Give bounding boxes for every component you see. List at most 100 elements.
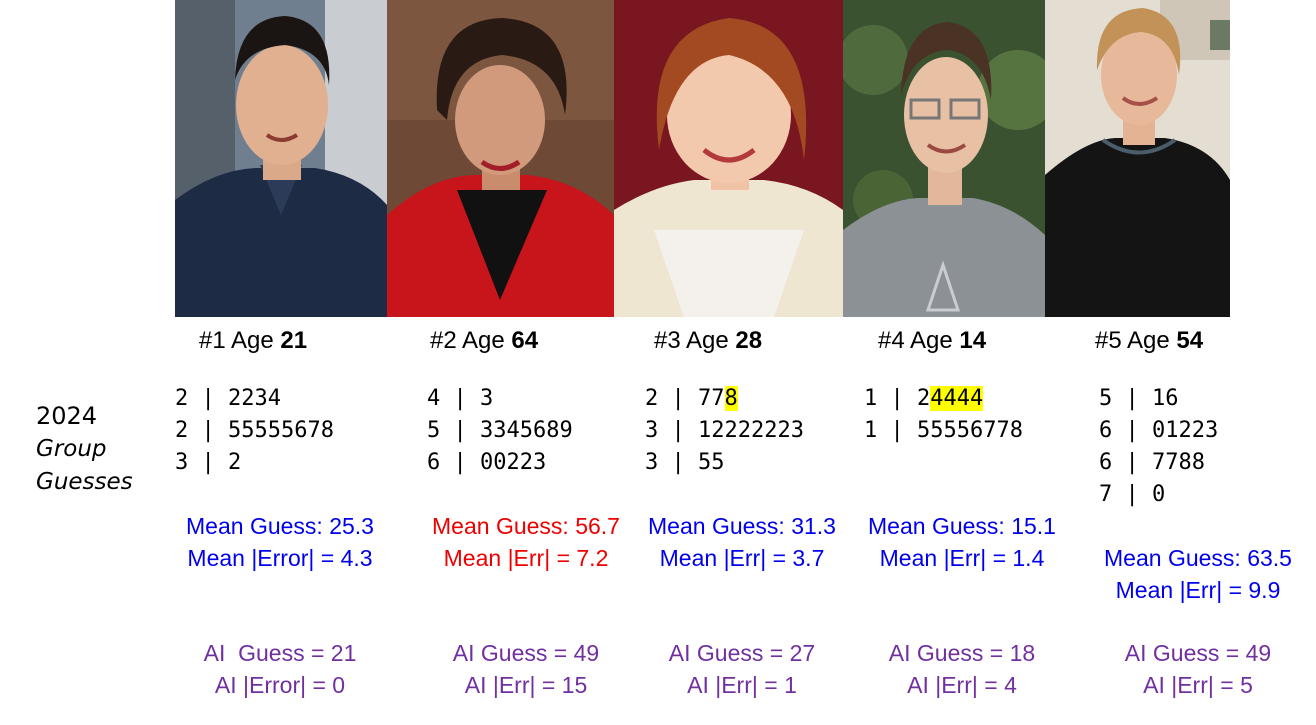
person-3-label: #3 Age 28 <box>654 327 762 355</box>
ai-error: AI |Err| = 15 <box>464 672 588 698</box>
stem-leaf-row: 3 | 12222223 <box>645 415 804 447</box>
leaf-values: 7788 <box>1152 450 1205 475</box>
group-guesses-label: 2024 Group Guesses <box>36 400 133 499</box>
stem-leaf-row: 4 | 3 <box>427 383 573 415</box>
photo-person-3 <box>614 0 843 317</box>
leaf-values: 3345689 <box>480 418 573 443</box>
photo-person-4 <box>843 0 1045 317</box>
group-stats-person-3: Mean Guess: 31.3 Mean |Err| = 3.7 <box>632 510 852 574</box>
stem-leaf-row: 1 | 55556778 <box>864 415 1023 447</box>
mean-error: Mean |Err| = 9.9 <box>1115 577 1281 603</box>
leaf-values: 2 <box>228 450 242 475</box>
leaf-values: 77 <box>698 386 725 411</box>
stem-value: 1 <box>864 386 878 411</box>
mean-guess: Mean Guess: 31.3 <box>648 513 836 539</box>
ai-stats-person-5: AI Guess = 49 AI |Err| = 5 <box>1088 637 1308 701</box>
ai-error: AI |Err| = 5 <box>1143 672 1253 698</box>
stem-leaf-row: 2 | 2234 <box>175 383 334 415</box>
ai-stats-person-2: AI Guess = 49 AI |Err| = 15 <box>416 637 636 701</box>
stem-separator: | <box>877 418 917 443</box>
ai-error: AI |Err| = 1 <box>687 672 797 698</box>
stem-value: 6 <box>1099 450 1113 475</box>
group-stats-person-5: Mean Guess: 63.5 Mean |Err| = 9.9 <box>1088 542 1308 606</box>
age-word: Age <box>1127 327 1170 354</box>
person-number: #2 <box>430 327 457 354</box>
person-4-label: #4 Age 14 <box>878 327 986 355</box>
stem-value: 6 <box>1099 418 1113 443</box>
leaf-values: 3 <box>480 386 494 411</box>
photo-person-5 <box>1045 0 1230 317</box>
mean-error: Mean |Err| = 3.7 <box>659 545 825 571</box>
person-1-label: #1 Age 21 <box>199 327 307 355</box>
stem-leaf-row: 3 | 2 <box>175 447 334 479</box>
stem-leaf-row: 5 | 3345689 <box>427 415 573 447</box>
highlighted-leaf-values: 4444 <box>930 386 984 411</box>
mean-guess: Mean Guess: 15.1 <box>868 513 1056 539</box>
stem-separator: | <box>440 450 480 475</box>
mean-error: Mean |Err| = 1.4 <box>879 545 1045 571</box>
stem-value: 2 <box>645 386 659 411</box>
stem-separator: | <box>1112 482 1152 507</box>
highlighted-leaf-values: 8 <box>724 386 738 411</box>
ai-guess: AI Guess = 27 <box>668 640 816 666</box>
photo-person-2 <box>387 0 614 317</box>
age-word: Age <box>910 327 953 354</box>
ai-guess: AI Guess = 21 <box>203 640 357 666</box>
stem-leaf-row: 7 | 0 <box>1099 479 1218 511</box>
leaf-values: 12222223 <box>698 418 804 443</box>
stem-separator: | <box>440 386 480 411</box>
stem-value: 7 <box>1099 482 1113 507</box>
leaf-values: 55 <box>698 450 725 475</box>
age-word: Age <box>231 327 274 354</box>
mean-guess: Mean Guess: 63.5 <box>1104 545 1292 571</box>
stem-leaf-row: 6 | 00223 <box>427 447 573 479</box>
stem-leaf-row: 3 | 55 <box>645 447 804 479</box>
leaf-values: 55556778 <box>917 418 1023 443</box>
person-number: #3 <box>654 327 681 354</box>
leaf-values: 16 <box>1152 386 1179 411</box>
stem-value: 5 <box>1099 386 1113 411</box>
stem-value: 2 <box>175 386 189 411</box>
stem-leaf-person-3: 2 | 778 3 | 12222223 3 | 55 <box>645 383 804 479</box>
photo-person-1 <box>175 0 387 317</box>
person-5-label: #5 Age 54 <box>1095 327 1203 355</box>
stem-separator: | <box>188 418 228 443</box>
person-number: #5 <box>1095 327 1122 354</box>
ai-stats-person-1: AI Guess = 21 AI |Error| = 0 <box>170 637 390 701</box>
stem-leaf-person-5: 5 | 16 6 | 01223 6 | 7788 7 | 0 <box>1099 383 1218 511</box>
age-word: Age <box>686 327 729 354</box>
true-age: 28 <box>735 327 763 354</box>
leaf-values: 0 <box>1152 482 1166 507</box>
leaf-values: 01223 <box>1152 418 1219 443</box>
stem-separator: | <box>658 450 698 475</box>
stem-leaf-row: 6 | 7788 <box>1099 447 1218 479</box>
stem-leaf-person-1: 2 | 2234 2 | 55555678 3 | 2 <box>175 383 334 479</box>
stem-separator: | <box>1112 386 1152 411</box>
ai-stats-person-3: AI Guess = 27 AI |Err| = 1 <box>632 637 852 701</box>
leaf-values: 55555678 <box>228 418 334 443</box>
side-label-line: 2024 <box>36 402 98 430</box>
mean-error: Mean |Err| = 7.2 <box>443 545 609 571</box>
stem-separator: | <box>188 450 228 475</box>
true-age: 14 <box>959 327 987 354</box>
mean-error: Mean |Error| = 4.3 <box>187 545 373 571</box>
stem-leaf-row: 6 | 01223 <box>1099 415 1218 447</box>
ai-guess: AI Guess = 49 <box>1124 640 1272 666</box>
stem-separator: | <box>658 386 698 411</box>
stem-separator: | <box>658 418 698 443</box>
ai-stats-person-4: AI Guess = 18 AI |Err| = 4 <box>852 637 1072 701</box>
stem-value: 3 <box>175 450 189 475</box>
stem-leaf-row: 1 | 24444 <box>864 383 1023 415</box>
person-number: #1 <box>199 327 226 354</box>
stem-separator: | <box>1112 450 1152 475</box>
stem-value: 3 <box>645 450 659 475</box>
stem-value: 2 <box>175 418 189 443</box>
ai-guess: AI Guess = 49 <box>452 640 600 666</box>
stem-separator: | <box>440 418 480 443</box>
side-label-line: Guesses <box>36 469 133 495</box>
ai-error: AI |Err| = 4 <box>907 672 1017 698</box>
group-stats-person-4: Mean Guess: 15.1 Mean |Err| = 1.4 <box>852 510 1072 574</box>
stem-value: 4 <box>427 386 441 411</box>
ai-error: AI |Error| = 0 <box>214 672 346 698</box>
